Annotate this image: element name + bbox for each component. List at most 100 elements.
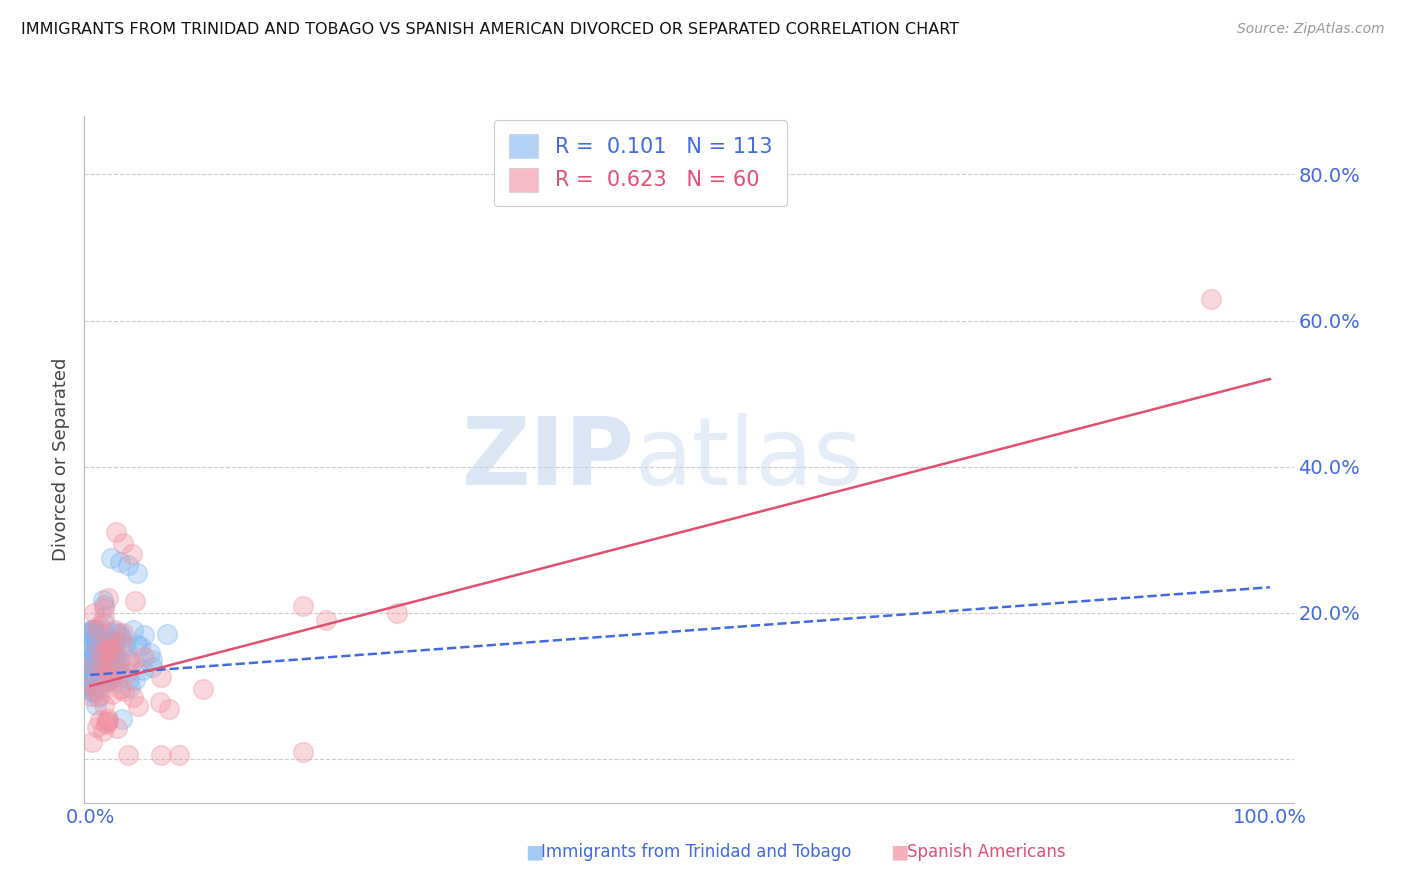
Point: [291, 745, 314, 759]
Point: [96, 659, 118, 673]
Point: [93, 610, 115, 624]
Point: [82, 671, 104, 685]
Point: [141, 659, 163, 673]
Point: [291, 599, 314, 613]
Point: [84, 637, 107, 651]
Point: [87, 661, 110, 675]
Point: [82, 660, 104, 674]
Point: [122, 690, 145, 704]
Text: Source: ZipAtlas.com: Source: ZipAtlas.com: [1237, 22, 1385, 37]
Text: ZIP: ZIP: [461, 413, 634, 506]
Point: [89, 648, 111, 663]
Point: [84, 673, 107, 687]
Point: [82, 678, 104, 692]
Point: [82, 623, 104, 637]
Point: [80, 665, 103, 680]
Point: [96, 640, 118, 654]
Point: [98, 642, 121, 657]
Point: [108, 681, 131, 696]
Point: [124, 673, 146, 688]
Point: [90, 677, 112, 691]
Point: [100, 672, 122, 686]
Point: [82, 624, 104, 639]
Point: [101, 654, 124, 668]
Point: [91, 633, 114, 648]
Point: [87, 640, 110, 655]
Point: [84, 641, 107, 656]
Point: [150, 748, 173, 763]
Point: [83, 659, 105, 673]
Point: [80, 678, 103, 692]
Point: [94, 716, 117, 731]
Point: [127, 698, 149, 713]
Point: [105, 627, 128, 641]
Point: [97, 632, 120, 647]
Point: [112, 683, 135, 698]
Point: [86, 664, 108, 678]
Point: [117, 558, 139, 573]
Point: [91, 641, 114, 656]
Point: [114, 637, 136, 651]
Point: [121, 623, 143, 637]
Point: [97, 713, 120, 727]
Point: [101, 687, 124, 701]
Point: [127, 638, 149, 652]
Point: [94, 665, 117, 680]
Point: [82, 649, 104, 664]
Point: [93, 593, 115, 607]
Point: [89, 663, 111, 677]
Point: [86, 643, 108, 657]
Point: [89, 689, 111, 703]
Point: [103, 648, 125, 662]
Point: [96, 661, 118, 675]
Point: [82, 683, 104, 698]
Point: [118, 673, 141, 687]
Point: [94, 667, 117, 681]
Point: [111, 626, 134, 640]
Point: [80, 662, 103, 676]
Point: [86, 625, 108, 640]
Point: [124, 593, 146, 607]
Point: [82, 659, 104, 673]
Point: [139, 646, 162, 660]
Point: [86, 698, 108, 712]
Point: [83, 607, 105, 621]
Point: [108, 653, 131, 667]
Point: [86, 670, 108, 684]
Point: [86, 636, 108, 650]
Point: [101, 648, 124, 663]
Point: [103, 634, 125, 648]
Point: [103, 644, 125, 658]
Point: [84, 622, 107, 636]
Point: [86, 720, 108, 734]
Point: [80, 684, 103, 698]
Point: [120, 680, 142, 694]
Point: [132, 663, 155, 677]
Point: [86, 636, 108, 650]
Point: [104, 634, 127, 648]
Point: [103, 642, 125, 657]
Text: Spanish Americans: Spanish Americans: [907, 843, 1066, 861]
Point: [156, 627, 179, 641]
Point: [105, 525, 128, 540]
Point: [94, 658, 117, 673]
Point: [97, 591, 120, 605]
Point: [105, 624, 128, 639]
Point: [191, 681, 214, 696]
Text: Immigrants from Trinidad and Tobago: Immigrants from Trinidad and Tobago: [541, 843, 852, 861]
Point: [108, 555, 131, 569]
Point: [385, 606, 408, 620]
Point: [89, 651, 111, 665]
Point: [89, 636, 111, 650]
Point: [80, 625, 103, 640]
Point: [110, 631, 132, 645]
Point: [91, 623, 114, 637]
Point: [80, 689, 103, 703]
Y-axis label: Divorced or Separated: Divorced or Separated: [52, 358, 70, 561]
Point: [97, 643, 120, 657]
Point: [101, 661, 124, 675]
Point: [150, 670, 173, 684]
Point: [121, 547, 143, 561]
Point: [82, 624, 104, 638]
Point: [93, 615, 115, 630]
